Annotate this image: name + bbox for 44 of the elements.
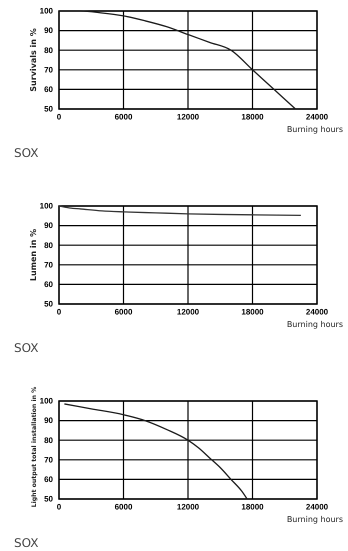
x-tick-label: 24000: [306, 308, 329, 317]
y-tick-label: 100: [40, 6, 54, 16]
x-tick-label: 6000: [114, 112, 133, 122]
y-tick-label: 70: [44, 455, 54, 464]
x-tick-label: 0: [56, 502, 62, 512]
x-tick-label: 24000: [306, 502, 329, 512]
x-tick-label: 0: [56, 112, 62, 122]
y-tick-label: 80: [44, 240, 54, 250]
y-tick-label: 50: [44, 300, 54, 309]
y-axis-title: Lumen in %: [29, 228, 38, 282]
x-tick-label: 12000: [176, 112, 200, 122]
y-tick-label: 70: [44, 260, 54, 270]
y-tick-label: 90: [44, 416, 54, 426]
y-tick-label: 60: [44, 474, 54, 484]
x-tick-label: 12000: [176, 502, 200, 512]
y-tick-label: 90: [44, 221, 54, 230]
text: SOX: [14, 146, 39, 160]
y-tick-label: 100: [40, 396, 54, 406]
y-tick-label: 60: [44, 84, 54, 94]
x-axis-title: Burning hours: [286, 320, 343, 329]
y-tick-label: 80: [44, 436, 54, 445]
x-tick-label: 18000: [241, 502, 264, 512]
x-tick-label: 24000: [306, 112, 329, 122]
x-tick-label: 18000: [241, 112, 264, 122]
y-tick-label: 80: [44, 46, 54, 55]
text: SOX: [14, 341, 39, 355]
line-series: [64, 403, 248, 500]
x-tick-label: 6000: [114, 308, 133, 317]
x-axis-title: Burning hours: [286, 515, 343, 524]
y-tick-label: 90: [44, 26, 54, 36]
line-series: [58, 10, 296, 110]
y-tick-label: 50: [44, 104, 54, 114]
text: SOX: [14, 536, 39, 550]
y-tick-label: 100: [40, 202, 54, 211]
x-tick-label: 12000: [176, 308, 200, 317]
y-tick-label: 60: [44, 280, 54, 289]
y-tick-label: 70: [44, 65, 54, 74]
line-series: [58, 205, 302, 216]
x-tick-label: 0: [56, 308, 62, 317]
x-axis-title: Burning hours: [286, 125, 343, 134]
y-tick-label: 50: [44, 494, 54, 504]
x-tick-label: 18000: [241, 308, 264, 317]
x-tick-label: 6000: [114, 502, 133, 512]
y-axis-title: Survivals in %: [29, 28, 38, 92]
